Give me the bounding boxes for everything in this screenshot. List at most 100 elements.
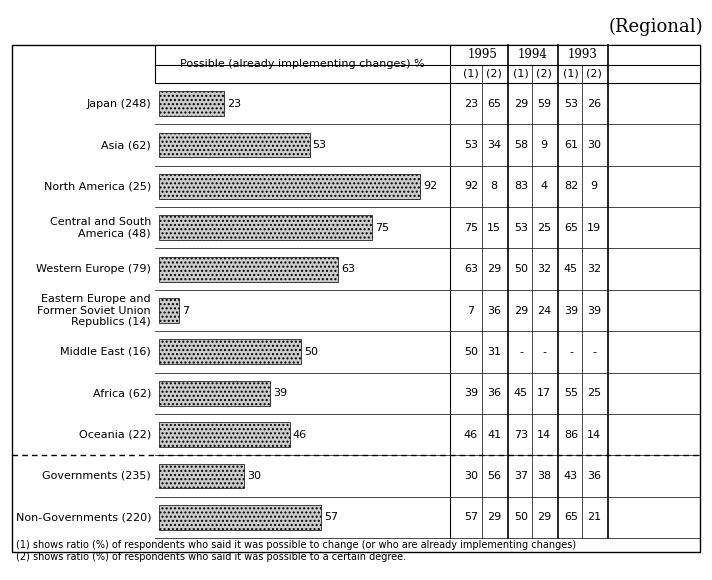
Bar bbox=[159, 381, 270, 405]
Text: (2) shows ratio (%) of respondents who said it was possible to a certain degree.: (2) shows ratio (%) of respondents who s… bbox=[16, 552, 406, 562]
Text: North America (25): North America (25) bbox=[43, 182, 151, 191]
Text: 39: 39 bbox=[273, 388, 287, 398]
Text: 14: 14 bbox=[537, 430, 551, 440]
Text: 43: 43 bbox=[564, 471, 578, 481]
Text: 92: 92 bbox=[423, 182, 438, 191]
Text: (1): (1) bbox=[563, 69, 579, 79]
Text: 1994: 1994 bbox=[518, 49, 548, 61]
Text: 30: 30 bbox=[247, 471, 261, 481]
Text: Asia (62): Asia (62) bbox=[101, 140, 151, 150]
Text: 50: 50 bbox=[514, 512, 528, 523]
Text: 39: 39 bbox=[587, 306, 601, 316]
Text: 29: 29 bbox=[487, 512, 501, 523]
Text: 30: 30 bbox=[587, 140, 601, 150]
Text: 8: 8 bbox=[491, 182, 498, 191]
Text: (2): (2) bbox=[486, 69, 502, 79]
Text: Africa (62): Africa (62) bbox=[93, 388, 151, 398]
Text: 32: 32 bbox=[537, 264, 551, 274]
Text: 21: 21 bbox=[587, 512, 601, 523]
Text: Eastern Europe and
Former Soviet Union
Republics (14): Eastern Europe and Former Soviet Union R… bbox=[37, 294, 151, 327]
Text: 29: 29 bbox=[487, 264, 501, 274]
Text: 82: 82 bbox=[564, 182, 578, 191]
Text: 53: 53 bbox=[313, 140, 327, 150]
Text: 46: 46 bbox=[464, 430, 478, 440]
Text: -: - bbox=[592, 347, 596, 357]
Text: 86: 86 bbox=[564, 430, 578, 440]
Text: (1): (1) bbox=[463, 69, 479, 79]
Text: 34: 34 bbox=[487, 140, 501, 150]
Text: (1) shows ratio (%) of respondents who said it was possible to change (or who ar: (1) shows ratio (%) of respondents who s… bbox=[16, 540, 576, 550]
Text: (2): (2) bbox=[586, 69, 602, 79]
Text: 30: 30 bbox=[464, 471, 478, 481]
Text: 59: 59 bbox=[537, 99, 551, 108]
Text: 7: 7 bbox=[182, 306, 189, 316]
Text: 58: 58 bbox=[514, 140, 528, 150]
Text: 63: 63 bbox=[464, 264, 478, 274]
Bar bbox=[159, 422, 290, 447]
Text: 45: 45 bbox=[514, 388, 528, 398]
Text: 23: 23 bbox=[227, 99, 241, 108]
Bar bbox=[159, 91, 224, 116]
Text: 19: 19 bbox=[587, 223, 601, 233]
Text: 14: 14 bbox=[587, 430, 601, 440]
Text: 50: 50 bbox=[464, 347, 478, 357]
Text: 46: 46 bbox=[293, 430, 307, 440]
Text: 57: 57 bbox=[324, 512, 338, 523]
Text: (2): (2) bbox=[536, 69, 552, 79]
Text: 75: 75 bbox=[464, 223, 478, 233]
Text: 1995: 1995 bbox=[468, 49, 498, 61]
Bar bbox=[159, 339, 301, 364]
Text: 73: 73 bbox=[514, 430, 528, 440]
Bar bbox=[159, 215, 372, 240]
Text: Japan (248): Japan (248) bbox=[86, 99, 151, 108]
Text: 1993: 1993 bbox=[568, 49, 598, 61]
Bar bbox=[159, 257, 338, 281]
Text: (Regional): (Regional) bbox=[608, 18, 703, 36]
Text: 29: 29 bbox=[514, 306, 528, 316]
Text: 61: 61 bbox=[564, 140, 578, 150]
Text: 55: 55 bbox=[564, 388, 578, 398]
Text: 29: 29 bbox=[514, 99, 528, 108]
Text: Middle East (16): Middle East (16) bbox=[61, 347, 151, 357]
Text: 32: 32 bbox=[587, 264, 601, 274]
Bar bbox=[159, 505, 321, 530]
Text: Western Europe (79): Western Europe (79) bbox=[36, 264, 151, 274]
Text: 23: 23 bbox=[464, 99, 478, 108]
Text: 24: 24 bbox=[537, 306, 551, 316]
Text: 29: 29 bbox=[537, 512, 551, 523]
Text: 65: 65 bbox=[564, 223, 578, 233]
Text: 53: 53 bbox=[464, 140, 478, 150]
Text: 50: 50 bbox=[514, 264, 528, 274]
Bar bbox=[159, 174, 420, 199]
Text: 45: 45 bbox=[564, 264, 578, 274]
Text: 57: 57 bbox=[464, 512, 478, 523]
Text: Oceania (22): Oceania (22) bbox=[79, 430, 151, 440]
Text: 7: 7 bbox=[468, 306, 475, 316]
Text: 39: 39 bbox=[564, 306, 578, 316]
Text: 41: 41 bbox=[487, 430, 501, 440]
Text: -: - bbox=[542, 347, 546, 357]
Text: 25: 25 bbox=[537, 223, 551, 233]
Text: 37: 37 bbox=[514, 471, 528, 481]
Text: 92: 92 bbox=[464, 182, 478, 191]
Bar bbox=[155, 45, 700, 83]
Text: 17: 17 bbox=[537, 388, 551, 398]
Text: 75: 75 bbox=[375, 223, 389, 233]
Text: 50: 50 bbox=[304, 347, 318, 357]
Text: 25: 25 bbox=[587, 388, 601, 398]
Text: 36: 36 bbox=[587, 471, 601, 481]
Text: 26: 26 bbox=[587, 99, 601, 108]
Text: 9: 9 bbox=[540, 140, 548, 150]
Text: 9: 9 bbox=[590, 182, 597, 191]
Text: 31: 31 bbox=[487, 347, 501, 357]
Text: 4: 4 bbox=[540, 182, 548, 191]
Text: 63: 63 bbox=[341, 264, 355, 274]
Text: -: - bbox=[569, 347, 573, 357]
Text: 53: 53 bbox=[514, 223, 528, 233]
Text: Governments (235): Governments (235) bbox=[42, 471, 151, 481]
Text: 38: 38 bbox=[537, 471, 551, 481]
Text: Non-Governments (220): Non-Governments (220) bbox=[16, 512, 151, 523]
Bar bbox=[159, 298, 179, 323]
Text: Central and South
America (48): Central and South America (48) bbox=[50, 217, 151, 238]
Bar bbox=[159, 463, 244, 488]
